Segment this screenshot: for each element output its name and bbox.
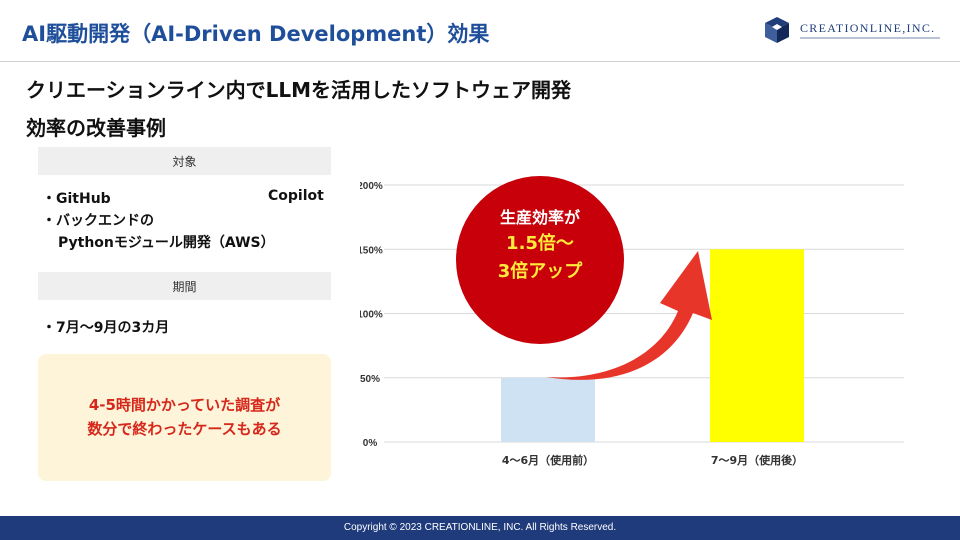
- callout-line-3: 3倍アップ: [498, 260, 584, 282]
- footer-bar: Copyright © 2023 CREATIONLINE, INC. All …: [0, 516, 960, 540]
- growth-arrow-icon: [546, 251, 712, 380]
- header-bar: AI駆動開発（AI-Driven Development）効果 CREATION…: [0, 0, 960, 62]
- cube-logo-icon: [765, 17, 789, 43]
- x-tick-label: 7〜9月（使用後）: [711, 453, 803, 467]
- target-bullet-1-right: Copilot: [268, 188, 324, 204]
- y-tick-label: 100%: [360, 310, 383, 321]
- bar: [710, 249, 804, 442]
- logo-tagline-bar: [800, 37, 940, 39]
- target-bullet-1-left: ・GitHub: [42, 191, 111, 207]
- company-logo: CREATIONLINE,INC.: [762, 15, 942, 45]
- subtitle-line-2: 効率の改善事例: [26, 116, 166, 140]
- note-box: 4-5時間かかっていた調査が 数分で終わったケースもある: [38, 354, 331, 481]
- subtitle-line-1: クリエーションライン内でLLMを活用したソフトウェア開発: [26, 78, 571, 102]
- note-line-2: 数分で終わったケースもある: [87, 420, 282, 438]
- efficiency-bar-chart: 0% 50% 100% 150% 200% 4〜6月（使用前） 7〜9月（使用後） 生産効率が…: [360, 176, 904, 467]
- bar: [501, 377, 595, 442]
- copyright-text: Copyright © 2023 CREATIONLINE, INC. All …: [343, 522, 617, 533]
- page-title: AI駆動開発（AI-Driven Development）効果: [22, 22, 490, 46]
- y-tick-label: 200%: [360, 181, 383, 192]
- target-bullet-2: ・バックエンドの: [42, 213, 154, 229]
- callout-line-1: 生産効率が: [500, 208, 580, 227]
- period-bullet: ・7月〜9月の3カ月: [42, 320, 170, 336]
- logo-text: CREATIONLINE,INC.: [800, 21, 936, 35]
- x-tick-label: 4〜6月（使用前）: [502, 453, 594, 467]
- callout-circle: [456, 176, 624, 344]
- y-tick-label: 0%: [363, 438, 378, 449]
- target-bullet-3: Pythonモジュール開発（AWS）: [58, 235, 275, 251]
- y-tick-label: 150%: [360, 245, 383, 256]
- target-bullet-1: ・GitHub Copilot: [42, 188, 324, 208]
- note-line-1: 4-5時間かかっていた調査が: [88, 396, 281, 414]
- target-label: 対象: [38, 147, 331, 175]
- callout-line-2: 1.5倍〜: [506, 232, 574, 254]
- y-tick-label: 50%: [360, 374, 380, 385]
- period-label: 期間: [38, 272, 331, 300]
